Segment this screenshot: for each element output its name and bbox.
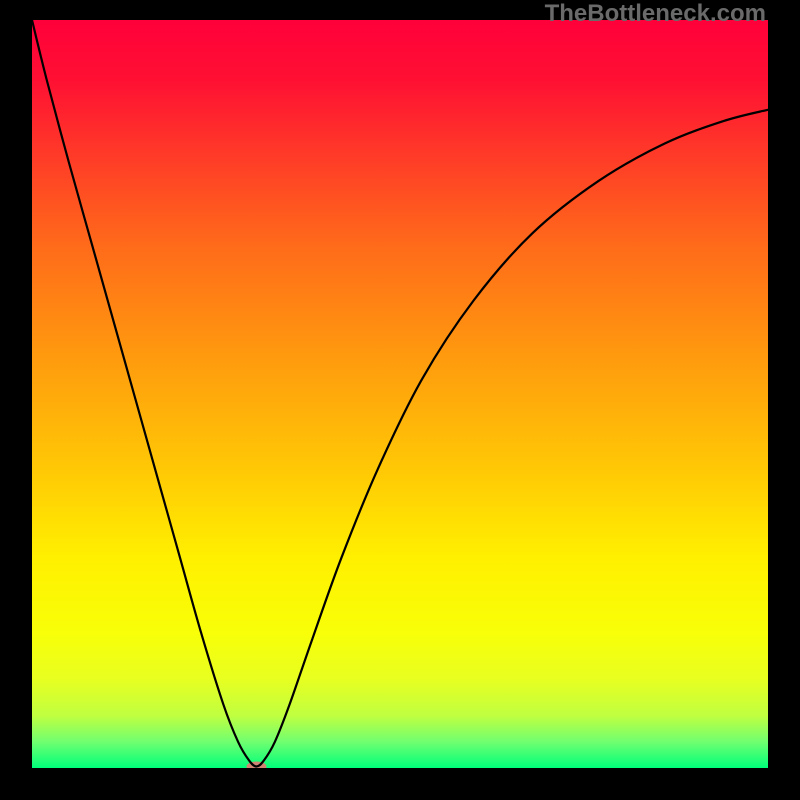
chart-frame: TheBottleneck.com (0, 0, 800, 800)
plot-area (32, 20, 768, 768)
watermark-text: TheBottleneck.com (545, 0, 766, 28)
background-gradient (32, 20, 768, 768)
